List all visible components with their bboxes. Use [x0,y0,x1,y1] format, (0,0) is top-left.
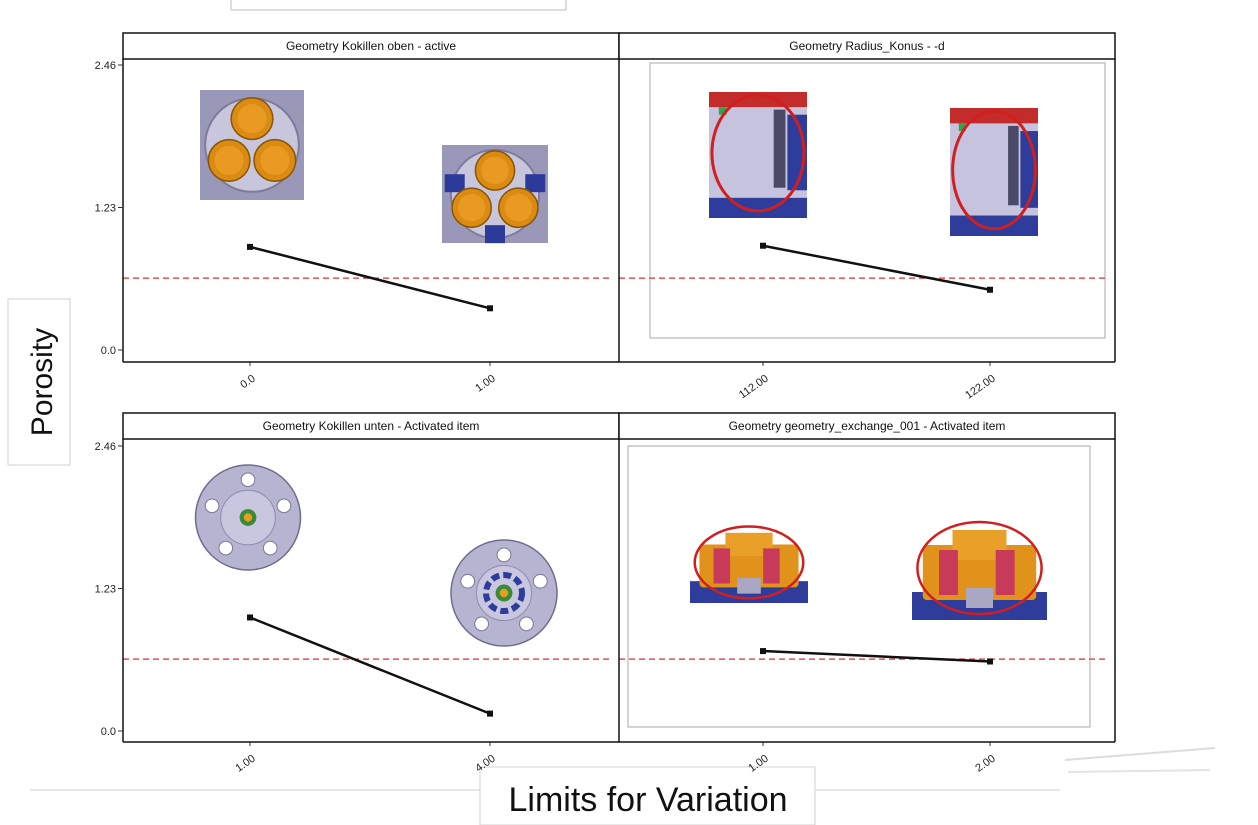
thumb-core-top [481,156,509,185]
highlight-ellipse [710,93,806,213]
row-frame-1: 0.0 1.23 2.46 [95,59,1116,363]
thumb-base [709,197,807,218]
thumb-core-top [237,104,267,134]
y-tick-label: 2.46 [95,441,116,453]
x-axis-label-box: Limits for Variation [479,766,816,825]
orange-three-circle-mold-blue-inserts-image [442,145,548,244]
thumb-core-top [457,194,486,222]
thumb-hole [496,547,512,563]
x-tick-label: 0.0 [238,373,257,392]
thumb-hole [276,498,292,514]
panel-4: Geometry geometry_exchange_001 - Activat… [618,412,1116,775]
panel-title: Geometry Kokillen unten - Activated item [263,419,480,433]
thumb-insert [763,548,780,584]
thumb-core [737,578,761,594]
thumb-insert [713,548,731,584]
data-point [487,305,493,312]
thumb-cap [725,532,773,557]
highlight-ellipse [951,109,1037,231]
panel-3: Geometry Kokillen unten - Activated item… [122,412,620,775]
highlight-ellipse [916,520,1043,616]
exchange-geometry-circled-alt-image [912,520,1047,620]
panel-2: Geometry Radius_Konus - -d 112.00 122.00 [618,32,1116,402]
cone-radius-section-circled-image [709,92,807,218]
data-point [760,242,766,249]
thumb-center-dot [243,513,253,522]
panel-title-box [618,32,1116,60]
wheel-hub-bottom-mold-blue-insert-image [450,539,558,647]
thumb-hole [262,540,278,556]
y-tick-label: 1.23 [95,203,116,215]
thumb-hole [519,616,534,632]
data-point [487,710,493,717]
y-axis-label: Porosity [26,328,59,436]
data-point [987,658,993,665]
thumb-insert [485,225,505,244]
highlight-ellipse [693,525,805,600]
thumb-insert [939,550,958,595]
panel-title-box [122,32,620,60]
thumb-hole [474,616,489,632]
y-tick-label: 1.23 [95,584,116,596]
y-tick-label: 2.46 [95,60,116,72]
x-tick-label: 112.00 [737,373,771,402]
series-line [762,244,991,291]
inset-frame [649,62,1106,339]
series-line [249,245,491,310]
thumb-hole [240,472,256,488]
thumb-accent [958,123,966,132]
exchange-geometry-circled-image [690,525,808,603]
cone-radius-section-circled-alt-image [950,108,1038,236]
data-point [760,648,766,655]
thumb-insert-ring [482,571,526,615]
y-axis-label-box: Porosity [7,298,71,466]
thumb-hole [532,573,548,589]
thumb-core-top [504,194,533,222]
x-tick-label: 2.00 [973,753,997,775]
panel-title: Geometry Kokillen oben - active [286,39,456,53]
x-axis-label: Limits for Variation [508,781,787,819]
series-line [249,616,491,715]
inset-frame [627,445,1091,728]
panel-1: Geometry Kokillen oben - active 0.0 1.00 [122,32,620,395]
thumb-hole [460,573,476,589]
panel-title: Geometry geometry_exchange_001 - Activat… [729,419,1006,433]
top-fragment-box [230,0,567,11]
orange-three-circle-mold-top-image [200,90,304,200]
thumb-core-top [214,145,244,175]
thumb-insert [525,174,546,193]
data-point [247,614,253,621]
y-tick-label: 0.0 [101,726,116,738]
row-frame-2: 0.0 1.23 2.46 [95,439,1116,743]
thumb-insert [995,550,1015,595]
panel-title-box [122,412,620,440]
data-point [247,243,253,250]
panel-title: Geometry Radius_Konus - -d [789,39,944,53]
thumb-core-top [260,145,290,175]
thumb-slot [1008,125,1019,206]
thumb-slot [773,109,786,188]
thumb-insert [444,174,465,193]
wheel-hub-bottom-mold-image [194,464,302,571]
y-tick-label: 0.0 [101,345,116,357]
series-line [762,649,991,663]
data-point [987,286,993,293]
thumb-accent [718,107,727,115]
x-tick-label: 122.00 [963,373,997,402]
scan-artifact [1064,747,1216,773]
panel-title-box [618,412,1116,440]
x-tick-label: 1.00 [233,753,257,775]
thumb-base [950,215,1038,236]
thumb-core [966,588,993,608]
thumb-center-dot [499,588,509,598]
x-tick-label: 1.00 [473,373,497,395]
thumb-hole [204,498,220,514]
thumb-hole [218,540,234,556]
